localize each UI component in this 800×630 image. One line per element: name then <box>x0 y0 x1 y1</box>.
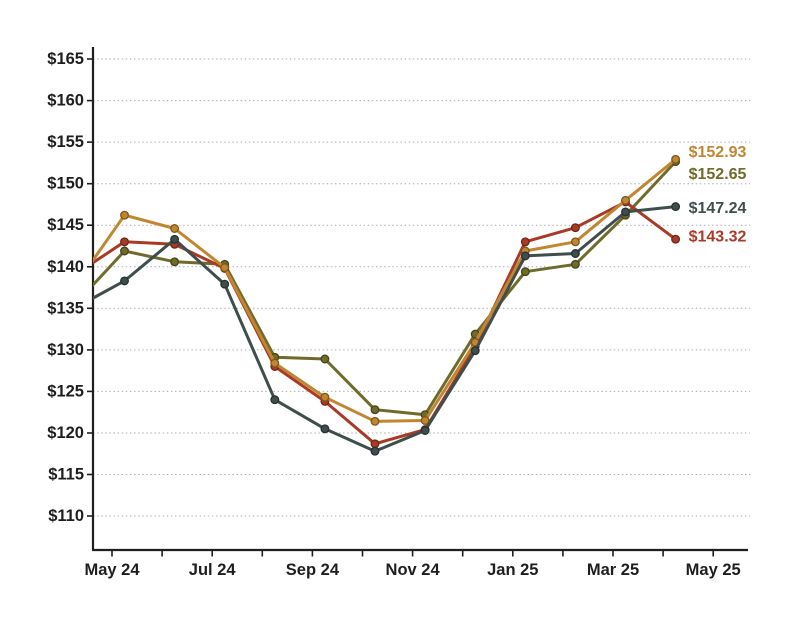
data-point-slate[interactable] <box>520 251 530 261</box>
data-point-orange[interactable] <box>170 224 180 233</box>
data-point-orange[interactable] <box>370 416 380 426</box>
data-point-slate[interactable] <box>170 234 180 244</box>
data-point-red[interactable] <box>671 234 681 244</box>
data-point-red[interactable] <box>520 237 530 247</box>
series-end-label-red: $143.32 <box>689 229 747 246</box>
series-group <box>74 154 681 456</box>
x-axis-label: Sep 24 <box>286 561 340 579</box>
data-point-slate[interactable] <box>270 395 280 405</box>
data-point-slate[interactable] <box>370 446 380 456</box>
data-point-slate[interactable] <box>220 279 230 289</box>
y-axis-label: $150 <box>47 175 84 193</box>
end-label-group: $152.65 $143.32 $152.93 $147.24 <box>689 144 747 246</box>
data-point-slate[interactable] <box>420 426 430 435</box>
data-point-orange[interactable] <box>420 416 430 425</box>
y-axis-label: $120 <box>47 424 84 442</box>
y-axis-label: $140 <box>47 258 84 276</box>
data-point-red[interactable] <box>570 223 580 233</box>
y-axis-labels: $110 $115 $120 $125 $130 $135 $140 $145 $150 $155… <box>47 50 84 525</box>
data-point-orange[interactable] <box>220 263 230 273</box>
data-point-slate[interactable] <box>621 207 630 217</box>
x-axis-label: Mar 25 <box>587 561 639 579</box>
data-point-red[interactable] <box>120 237 129 247</box>
data-point-slate[interactable] <box>120 276 129 286</box>
y-axis-label: $165 <box>47 50 84 68</box>
series-end-label-olive: $152.65 <box>689 166 747 183</box>
data-point-red[interactable] <box>370 439 380 449</box>
x-axis-label: May 25 <box>686 561 741 579</box>
gridline-group <box>87 58 750 517</box>
x-axis-label: Jul 24 <box>189 561 237 579</box>
y-axis-label: $145 <box>47 216 84 234</box>
data-point-orange[interactable] <box>320 392 330 402</box>
data-point-olive[interactable] <box>520 267 530 277</box>
data-point-orange[interactable] <box>270 358 280 368</box>
data-point-olive[interactable] <box>170 257 180 267</box>
x-axis-label: May 24 <box>84 561 140 579</box>
data-point-orange[interactable] <box>621 195 630 205</box>
data-point-olive[interactable] <box>320 354 330 364</box>
data-point-orange[interactable] <box>671 154 681 164</box>
y-axis-label: $160 <box>47 92 84 110</box>
x-axis-label: Jan 25 <box>487 561 538 579</box>
series-end-label-orange: $152.93 <box>689 144 747 161</box>
data-point-olive[interactable] <box>370 405 380 415</box>
x-axis-label: Nov 24 <box>386 561 441 579</box>
data-point-olive[interactable] <box>570 259 580 269</box>
data-point-slate[interactable] <box>320 424 330 434</box>
data-point-slate[interactable] <box>470 346 480 356</box>
data-point-orange[interactable] <box>570 237 580 247</box>
y-axis-label: $135 <box>47 299 84 317</box>
x-axis-labels: May 24 Jul 24 Sep 24 Nov 24 Jan 25 Mar 25 May … <box>84 550 741 579</box>
data-point-slate[interactable] <box>570 249 580 258</box>
series-end-label-slate: $147.24 <box>689 200 747 217</box>
series-line-orange[interactable] <box>74 157 678 423</box>
data-point-olive[interactable] <box>120 246 129 256</box>
series-line-olive[interactable] <box>74 160 678 417</box>
y-axis-label: $110 <box>48 507 84 525</box>
data-point-slate[interactable] <box>671 202 681 212</box>
y-axis-label: $125 <box>47 382 84 400</box>
y-axis-label: $115 <box>48 466 84 484</box>
data-point-orange[interactable] <box>120 210 129 220</box>
y-axis-label: $155 <box>47 133 84 151</box>
y-axis-label: $130 <box>47 341 84 359</box>
